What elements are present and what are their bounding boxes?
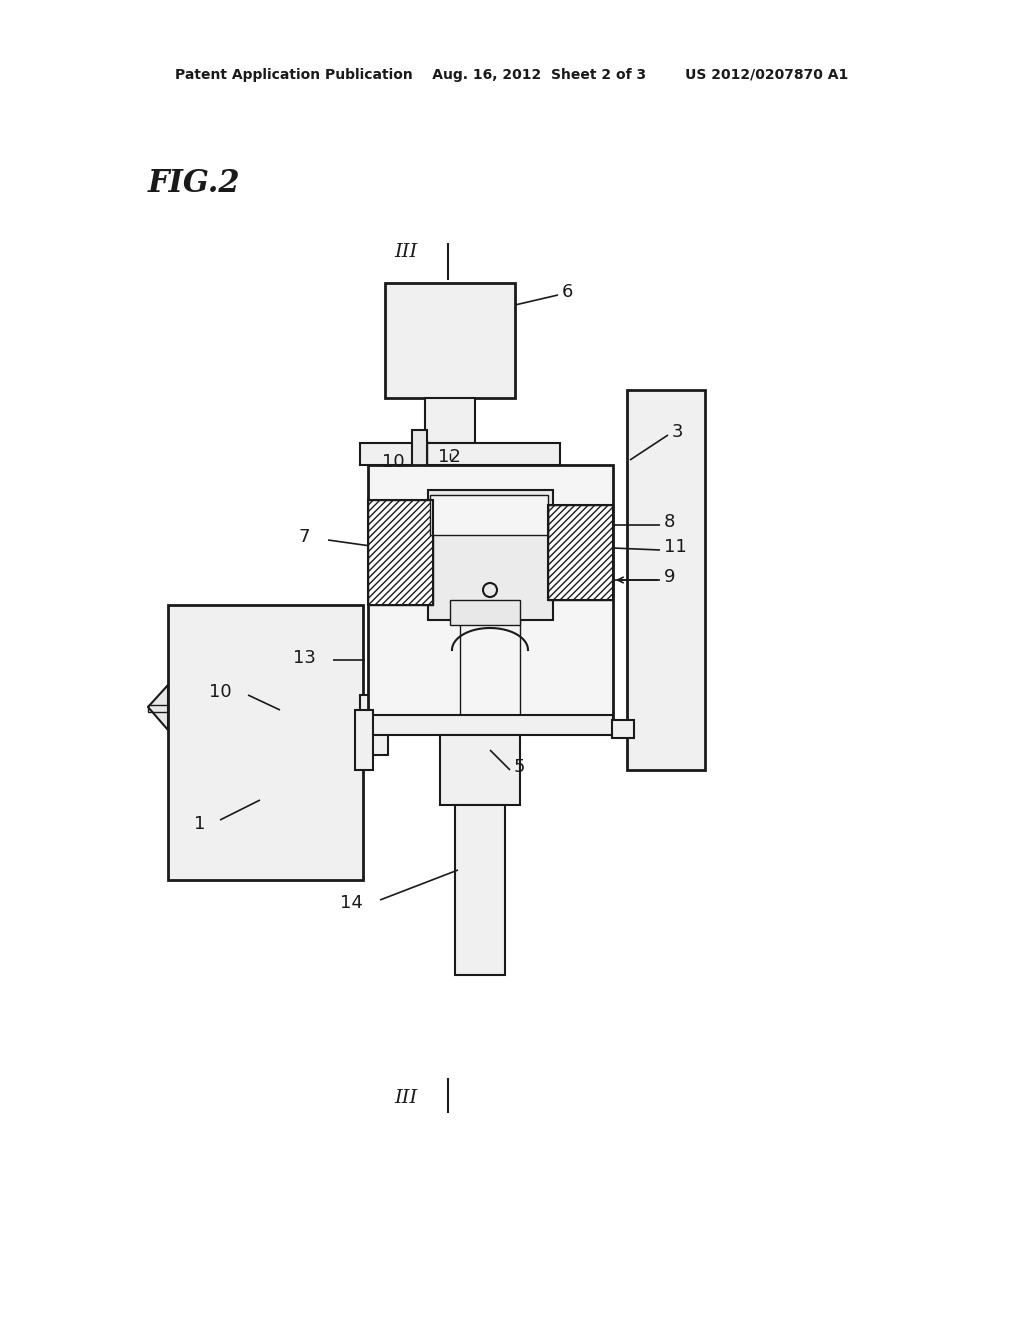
- Bar: [428, 490, 553, 620]
- Bar: [412, 430, 427, 484]
- Bar: [455, 805, 505, 975]
- Text: III: III: [394, 1089, 418, 1107]
- Text: 1: 1: [194, 814, 205, 833]
- Polygon shape: [148, 685, 168, 730]
- Bar: [355, 710, 373, 770]
- Bar: [548, 506, 613, 601]
- Text: Patent Application Publication    Aug. 16, 2012  Sheet 2 of 3        US 2012/020: Patent Application Publication Aug. 16, …: [175, 69, 849, 82]
- Text: 5: 5: [514, 758, 525, 776]
- Bar: [627, 389, 705, 770]
- Bar: [385, 282, 515, 399]
- Text: 11: 11: [664, 539, 687, 556]
- Text: FIG.2: FIG.2: [148, 168, 241, 198]
- Bar: [368, 465, 613, 719]
- Text: 12: 12: [438, 447, 461, 466]
- Bar: [360, 444, 560, 465]
- Bar: [450, 601, 520, 624]
- Text: 3: 3: [672, 422, 683, 441]
- Bar: [168, 605, 362, 880]
- Text: 8: 8: [664, 513, 676, 531]
- Text: 9: 9: [664, 568, 676, 586]
- Text: 10: 10: [209, 682, 232, 701]
- Bar: [612, 719, 634, 738]
- Bar: [368, 500, 433, 605]
- Bar: [440, 735, 520, 805]
- Text: 10: 10: [382, 453, 406, 471]
- Text: 13: 13: [293, 649, 316, 667]
- Text: III: III: [394, 243, 418, 261]
- Bar: [430, 495, 548, 535]
- Bar: [548, 506, 613, 601]
- Bar: [425, 399, 475, 444]
- Bar: [148, 705, 168, 711]
- Text: 7: 7: [299, 528, 310, 546]
- Text: 6: 6: [562, 282, 573, 301]
- Bar: [360, 696, 388, 755]
- Bar: [368, 715, 613, 735]
- Bar: [368, 500, 433, 605]
- Text: 14: 14: [340, 894, 362, 912]
